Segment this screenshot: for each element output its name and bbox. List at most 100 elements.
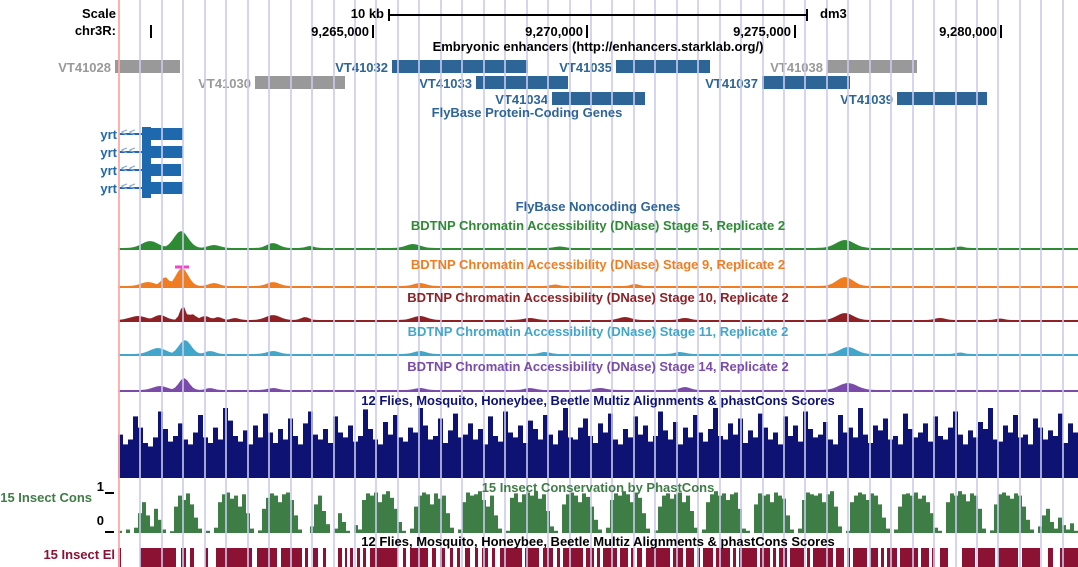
enhancer-bar-VT41037[interactable] (762, 76, 850, 89)
dnase-signal-stage-curve[interactable] (118, 264, 1078, 286)
insect-ei-block[interactable] (836, 548, 844, 567)
insect-ei-block[interactable] (190, 548, 194, 567)
insect-ei-block[interactable] (978, 548, 995, 567)
insect-ei-block[interactable] (597, 548, 600, 567)
insect-ei-block[interactable] (357, 548, 360, 567)
insect-ei-block[interactable] (646, 548, 670, 567)
insect-ei-block[interactable] (345, 548, 347, 567)
enhancer-bar-VT41039[interactable] (897, 92, 987, 105)
insect-ei-block[interactable] (363, 548, 366, 567)
insect-ei-block[interactable] (305, 548, 308, 567)
insect-ei-block[interactable] (475, 548, 478, 567)
insect-ei-block[interactable] (881, 548, 884, 567)
insect-ei-block[interactable] (457, 548, 460, 567)
multiz-histogram[interactable] (118, 408, 1078, 478)
insect-ei-block[interactable] (1022, 548, 1040, 567)
insect-ei-block[interactable] (932, 548, 935, 567)
phastcons-left-label[interactable]: 15 Insect Cons (0, 490, 92, 505)
insect-ei-block[interactable] (847, 548, 850, 567)
insect-ei-block[interactable] (563, 548, 583, 567)
insect-ei-block[interactable] (813, 548, 833, 567)
dnase-signal-stage-curve[interactable] (118, 332, 1078, 354)
insect-ei-block[interactable] (962, 548, 975, 567)
gene-exon-block[interactable] (151, 128, 183, 140)
insect-ei-block[interactable] (921, 548, 929, 567)
insect-ei-block[interactable] (403, 548, 406, 567)
insect-ei-block[interactable] (323, 548, 326, 567)
insect-ei-block[interactable] (257, 548, 277, 567)
insect-ei-block[interactable] (900, 548, 918, 567)
insect-ei-block[interactable] (492, 548, 495, 567)
insect-ei-block[interactable] (205, 548, 208, 567)
track-title-dnase-stage11[interactable]: BDTNP Chromatin Accessibility (DNase) St… (407, 324, 789, 339)
track-title-dnase-stage5[interactable]: BDTNP Chromatin Accessibility (DNase) St… (410, 218, 786, 233)
insect-ei-block[interactable] (118, 548, 121, 567)
insect-ei-block[interactable] (673, 548, 683, 567)
insect-ei-block[interactable] (1060, 548, 1078, 567)
track-title-multiz-scores[interactable]: 12 Flies, Mosquito, Honeybee, Beetle Mul… (361, 534, 835, 549)
insect-ei-block[interactable] (637, 548, 642, 567)
enhancer-bar-VT41032[interactable] (392, 60, 528, 73)
track-title-dnase-stage9[interactable]: BDTNP Chromatin Accessibility (DNase) St… (410, 257, 786, 272)
insect-ei-block[interactable] (940, 548, 948, 567)
insect-ei-block[interactable] (350, 548, 353, 567)
insect-ei-block[interactable] (998, 548, 1018, 567)
insect-ei-block[interactable] (410, 548, 428, 567)
insect-ei-block[interactable] (543, 548, 553, 567)
insect-ei-block[interactable] (887, 548, 897, 567)
insect-ei-left-label[interactable]: 15 Insect El (43, 547, 115, 562)
insect-ei-block[interactable] (181, 548, 186, 567)
track-title-protein-coding[interactable]: FlyBase Protein-Coding Genes (431, 105, 623, 120)
insect-ei-block[interactable] (853, 548, 867, 567)
track-title-enhancers[interactable]: Embryonic enhancers (http://enhancers.st… (432, 39, 764, 54)
insect-ei-block[interactable] (557, 548, 560, 567)
insect-ei-block[interactable] (807, 548, 810, 567)
insect-ei-block[interactable] (1048, 548, 1053, 567)
gene-exon-shared[interactable] (142, 127, 151, 198)
gene-exon-block[interactable] (151, 182, 183, 194)
dnase-signal-stage-curve[interactable] (118, 368, 1078, 390)
dnase-signal-stage-curve[interactable] (118, 298, 1078, 320)
gene-exon-block[interactable] (151, 164, 181, 176)
insect-ei-block[interactable] (620, 548, 628, 567)
insect-ei-block[interactable] (450, 548, 453, 567)
insect-ei-block[interactable] (686, 548, 694, 567)
insect-ei-block[interactable] (773, 548, 776, 567)
track-title-multiz[interactable]: 12 Flies, Mosquito, Honeybee, Beetle Mul… (361, 393, 835, 408)
track-title-dnase-stage14[interactable]: BDTNP Chromatin Accessibility (DNase) St… (407, 359, 789, 374)
insect-ei-block[interactable] (525, 548, 539, 567)
enhancer-bar-VT41030[interactable] (255, 76, 345, 89)
enhancer-bar-VT41034[interactable] (552, 92, 645, 105)
insect-ei-block[interactable] (465, 548, 470, 567)
insect-ei-block[interactable] (631, 548, 634, 567)
insect-ei-block[interactable] (790, 548, 804, 567)
gene-exon-block[interactable] (151, 146, 183, 158)
insect-ei-block[interactable] (870, 548, 878, 567)
enhancer-bar-VT41035[interactable] (616, 60, 710, 73)
insect-ei-block[interactable] (703, 548, 713, 567)
insect-ei-block[interactable] (140, 548, 176, 567)
insect-ei-block[interactable] (586, 548, 594, 567)
insect-ei-block[interactable] (432, 548, 436, 567)
insect-ei-block[interactable] (733, 548, 736, 567)
track-title-dnase-stage10[interactable]: BDTNP Chromatin Accessibility (DNase) St… (407, 290, 789, 305)
insect-ei-block[interactable] (779, 548, 787, 567)
insect-ei-block[interactable] (338, 548, 342, 567)
insect-ei-block[interactable] (216, 548, 252, 567)
insect-ei-block[interactable] (760, 548, 770, 567)
insect-ei-block[interactable] (697, 548, 700, 567)
insect-ei-block[interactable] (281, 548, 302, 567)
track-title-noncoding[interactable]: FlyBase Noncoding Genes (515, 199, 681, 214)
insect-ei-block[interactable] (482, 548, 488, 567)
phastcons-histogram[interactable] (118, 489, 1078, 533)
enhancer-bar-VT41038[interactable] (827, 60, 917, 73)
insect-ei-block[interactable] (370, 548, 398, 567)
insect-ei-block[interactable] (603, 548, 617, 567)
insect-ei-block[interactable] (313, 548, 318, 567)
insect-ei-block[interactable] (739, 548, 757, 567)
insect-ei-block[interactable] (716, 548, 730, 567)
dnase-signal-stage-curve[interactable] (118, 226, 1078, 248)
enhancer-bar-VT41028[interactable] (115, 60, 180, 73)
enhancer-bar-VT41033[interactable] (476, 76, 568, 89)
track-title-phastcons[interactable]: 15 Insect Conservation by PhastCons (481, 480, 715, 495)
